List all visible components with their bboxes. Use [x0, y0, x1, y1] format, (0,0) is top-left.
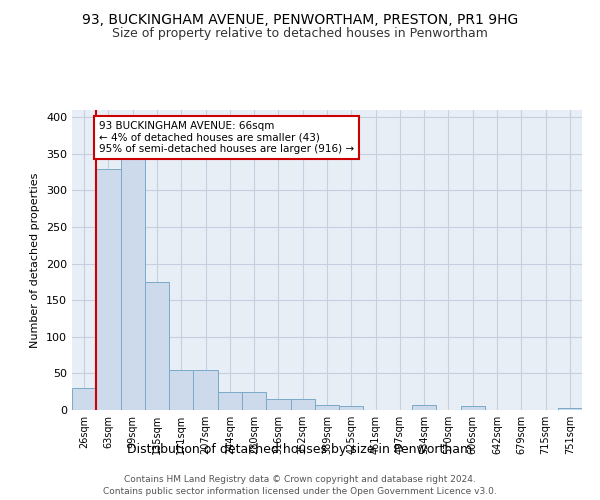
Bar — [339, 406, 364, 410]
Bar — [315, 405, 339, 410]
Bar — [412, 405, 436, 410]
Text: Contains HM Land Registry data © Crown copyright and database right 2024.: Contains HM Land Registry data © Crown c… — [124, 475, 476, 484]
Bar — [242, 392, 266, 410]
Bar — [290, 399, 315, 410]
Text: Distribution of detached houses by size in Penwortham: Distribution of detached houses by size … — [127, 442, 473, 456]
Text: Size of property relative to detached houses in Penwortham: Size of property relative to detached ho… — [112, 28, 488, 40]
Text: 93 BUCKINGHAM AVENUE: 66sqm
← 4% of detached houses are smaller (43)
95% of semi: 93 BUCKINGHAM AVENUE: 66sqm ← 4% of deta… — [99, 121, 354, 154]
Bar — [121, 132, 145, 410]
Bar — [193, 370, 218, 410]
Text: 93, BUCKINGHAM AVENUE, PENWORTHAM, PRESTON, PR1 9HG: 93, BUCKINGHAM AVENUE, PENWORTHAM, PREST… — [82, 12, 518, 26]
Bar — [145, 282, 169, 410]
Y-axis label: Number of detached properties: Number of detached properties — [31, 172, 40, 348]
Bar — [72, 388, 96, 410]
Text: Contains public sector information licensed under the Open Government Licence v3: Contains public sector information licen… — [103, 488, 497, 496]
Bar — [218, 392, 242, 410]
Bar — [96, 168, 121, 410]
Bar — [558, 408, 582, 410]
Bar — [461, 406, 485, 410]
Bar — [266, 399, 290, 410]
Bar — [169, 370, 193, 410]
